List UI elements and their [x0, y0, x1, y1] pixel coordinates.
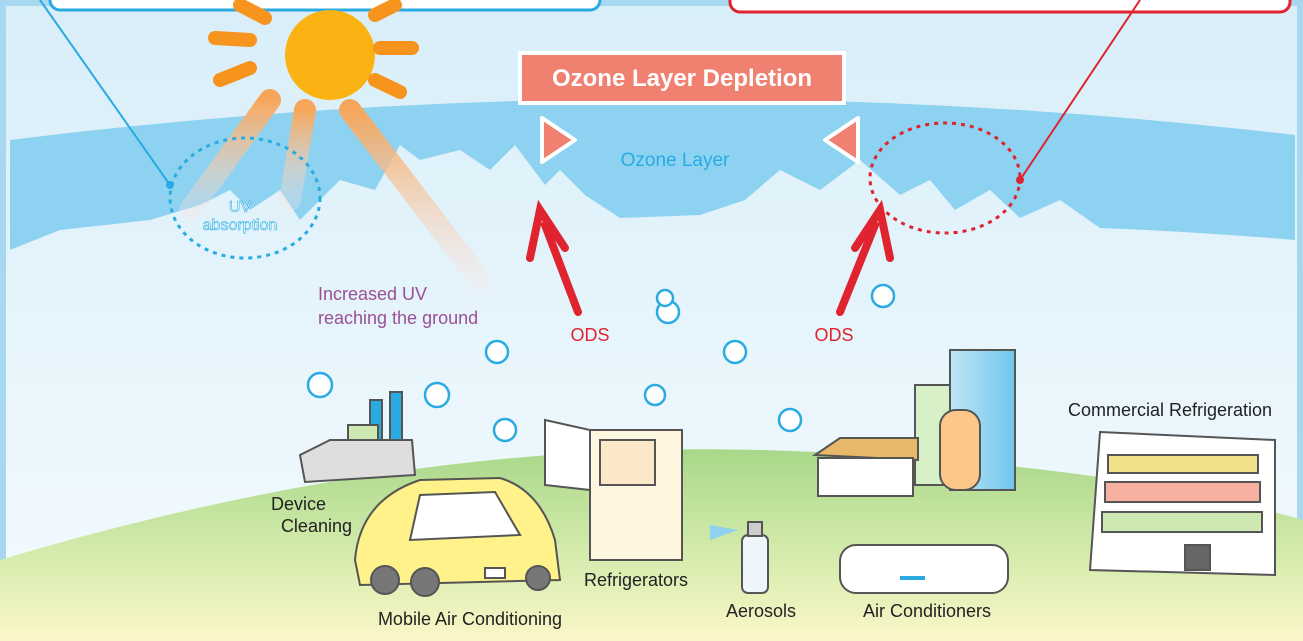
mobile-ac-label: Mobile Air Conditioning: [378, 609, 562, 629]
commercial-refrigeration-label: Commercial Refrigeration: [1068, 400, 1272, 420]
ods-clouds-part: [425, 383, 449, 407]
air-conditioners-label: Air Conditioners: [863, 601, 991, 621]
ods-clouds-part: [486, 341, 508, 363]
car-part: [371, 566, 399, 594]
ods-clouds-part: [657, 290, 673, 306]
car-part: [526, 566, 550, 590]
factory-part: [390, 392, 402, 440]
increased-uv-line: Increased UV: [318, 284, 427, 304]
ods-label: ODS: [570, 325, 609, 345]
spray-can-part: [742, 535, 768, 593]
display-case-part: [1108, 455, 1258, 473]
ods-label: ODS: [814, 325, 853, 345]
refrigerator-part: [545, 420, 590, 490]
device-cleaning-line: Cleaning: [281, 516, 352, 536]
buildings-part: [940, 410, 980, 490]
ods-clouds-part: [779, 409, 801, 431]
top-callouts-part: [50, 0, 600, 10]
uv-absorption-line: absorption: [203, 217, 278, 234]
ods-clouds-part: [494, 419, 516, 441]
refrigerator-part: [600, 440, 655, 485]
device-cleaning-line: Device: [271, 494, 326, 514]
factory-part: [300, 440, 415, 482]
sun-part-part: [375, 5, 395, 15]
air-conditioner: [840, 545, 1008, 593]
ozone-diagram: Ozone Layer Depletion Ozone Layer UV abs…: [0, 0, 1303, 641]
display-case-part: [1090, 432, 1275, 575]
aerosols-label: Aerosols: [726, 601, 796, 621]
refrigerators-label: Refrigerators: [584, 570, 688, 590]
ozone-layer-label: Ozone Layer: [621, 150, 730, 171]
ods-clouds-part: [645, 385, 665, 405]
increased-uv-line: reaching the ground: [318, 308, 478, 328]
sun-part-part: [290, 110, 305, 200]
display-case-part: [1105, 482, 1260, 502]
car-part: [411, 568, 439, 596]
ods-clouds-part: [872, 285, 894, 307]
air-conditioner-part: [840, 545, 1008, 593]
ods-clouds-part: [724, 341, 746, 363]
ods-clouds-part: [308, 373, 332, 397]
buildings-part: [818, 458, 913, 496]
uv-absorption-line: UV: [229, 199, 252, 216]
page: Ozone Layer Depletion Ozone Layer UV abs…: [0, 0, 1303, 641]
sun-part: [285, 10, 375, 100]
display-case: [1090, 432, 1275, 575]
car-part: [485, 568, 505, 578]
sun-part-part: [215, 38, 250, 40]
title: Ozone Layer Depletion: [552, 65, 812, 92]
display-case-part: [1185, 545, 1210, 570]
spray-can-part: [748, 522, 762, 536]
display-case-part: [1102, 512, 1262, 532]
top-callouts-part: [730, 0, 1290, 12]
